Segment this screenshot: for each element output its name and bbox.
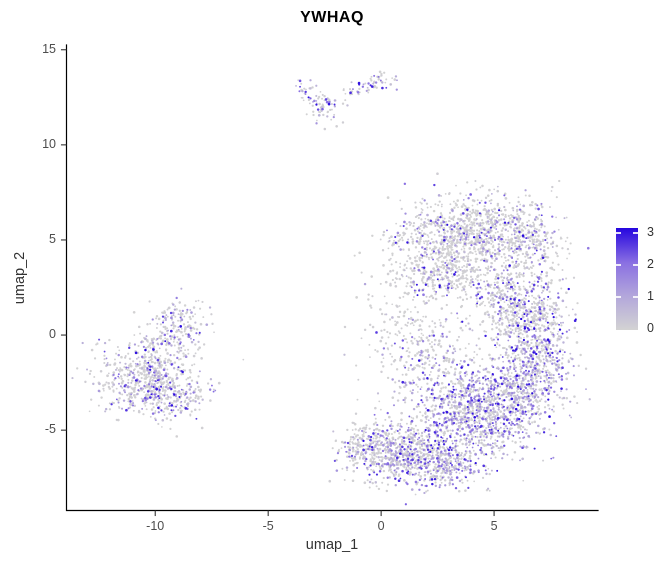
x-tick-label: -10: [146, 519, 165, 533]
legend-colorbar: [616, 228, 638, 330]
legend-tick-label: 0: [647, 321, 654, 335]
x-axis-title: umap_1: [305, 537, 359, 553]
y-tick-label: 0: [49, 327, 56, 342]
y-tick-label: -5: [44, 422, 56, 437]
plot-title: YWHAQ: [300, 9, 364, 26]
x-tick-label: -5: [262, 519, 274, 533]
y-tick-label: 5: [49, 231, 56, 246]
colorbar-tick: [633, 296, 638, 298]
colorbar-tick: [633, 264, 638, 266]
legend-tick-label: 1: [647, 289, 654, 303]
colorbar-tick: [633, 232, 638, 234]
x-tick-label: 0: [377, 519, 385, 533]
colorbar-tick: [616, 264, 621, 266]
x-tick-label: 5: [490, 519, 498, 533]
legend-tick-label: 3: [647, 225, 654, 239]
y-tick-label: 10: [42, 136, 56, 151]
legend-tick-label: 2: [647, 257, 654, 271]
colorbar-tick: [616, 232, 621, 234]
y-axis-title: umap_2: [12, 251, 28, 305]
y-tick-label: 15: [42, 41, 56, 56]
colorbar-tick: [616, 296, 621, 298]
